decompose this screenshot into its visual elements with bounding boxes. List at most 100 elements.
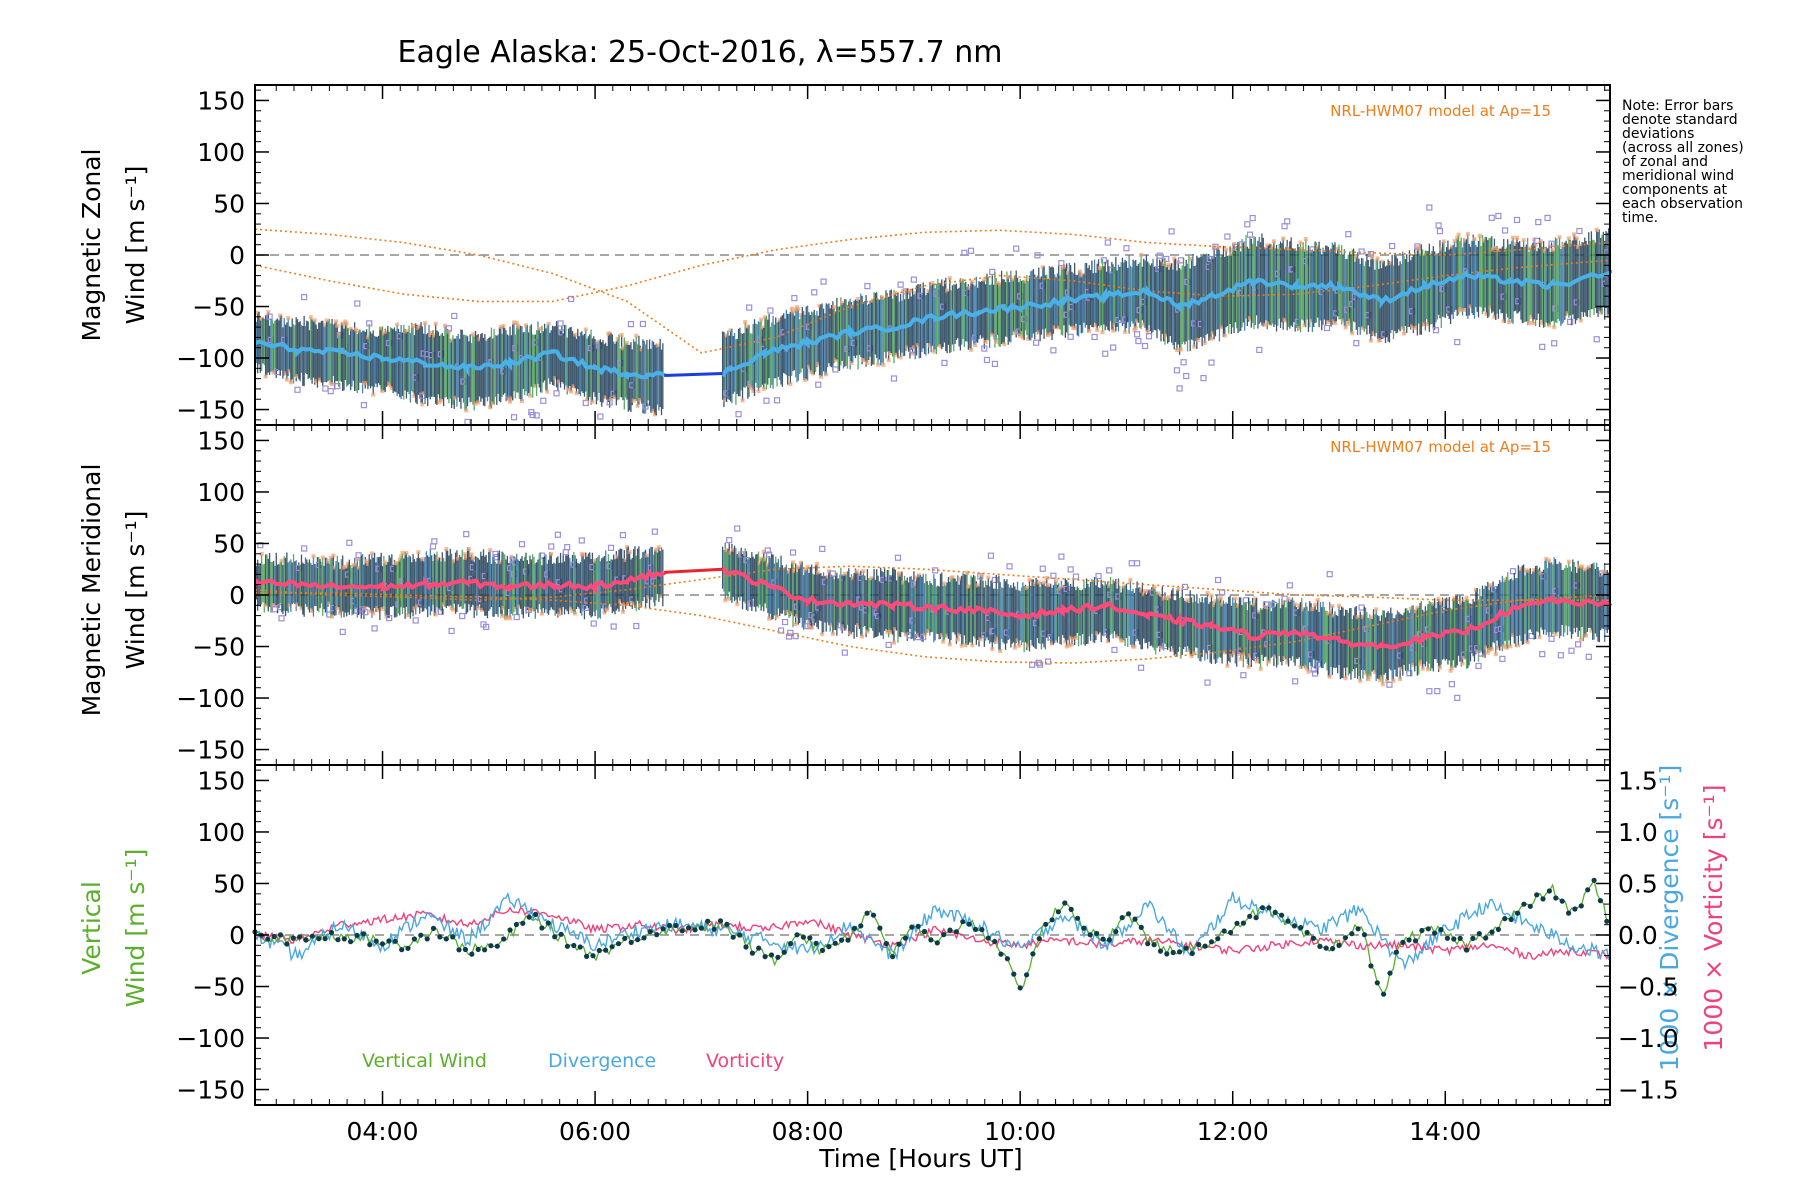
- band-marker: [805, 565, 810, 570]
- vertical-wind-point: [335, 937, 341, 943]
- band-marker: [886, 358, 891, 363]
- band-marker: [1218, 596, 1223, 601]
- vertical-wind-point: [1011, 971, 1017, 977]
- divergence-y2label: 1000 × Divergence [s⁻¹]: [1655, 765, 1684, 1072]
- band-marker: [284, 377, 289, 382]
- band-marker: [830, 631, 835, 636]
- band-marker: [1112, 323, 1117, 328]
- scatter-point: [538, 552, 546, 559]
- band-marker: [1402, 331, 1407, 336]
- vertical-wind-point: [647, 929, 653, 935]
- band-marker: [1213, 599, 1218, 604]
- vertical-wind-point: [953, 929, 960, 935]
- scatter-point: [747, 600, 754, 607]
- scatter-point: [1567, 318, 1574, 325]
- band-marker: [775, 614, 780, 619]
- vertical-wind-point: [921, 928, 928, 935]
- band-marker: [1501, 319, 1506, 324]
- band-marker: [761, 386, 766, 391]
- scatter-point: [1238, 241, 1246, 248]
- band-marker: [1258, 666, 1263, 671]
- band-marker: [512, 320, 517, 325]
- band-marker: [376, 608, 381, 613]
- y-tick-label: −100: [176, 344, 245, 373]
- band-marker: [1586, 565, 1591, 570]
- band-marker: [527, 393, 532, 398]
- vertical-wind-point: [303, 937, 309, 943]
- vertical-wind-point: [692, 927, 698, 933]
- vertical-wind-point: [870, 912, 877, 918]
- vertical-wind-point: [628, 939, 634, 946]
- vertical-wind-point: [399, 947, 405, 953]
- band-marker: [438, 398, 443, 403]
- band-marker: [990, 332, 995, 337]
- band-marker: [785, 609, 790, 614]
- band-marker: [1145, 589, 1150, 594]
- band-marker: [1464, 595, 1469, 600]
- scatter-point: [734, 525, 741, 532]
- model-curve: [254, 229, 1611, 303]
- vertical-wind-point: [864, 910, 870, 916]
- band-marker: [1360, 615, 1365, 620]
- band-marker: [1326, 611, 1331, 616]
- band-marker: [1297, 603, 1302, 608]
- band-marker: [624, 340, 629, 345]
- band-marker: [286, 315, 291, 320]
- vertical-wind-point: [297, 934, 303, 940]
- band-marker: [994, 639, 999, 644]
- band-marker: [549, 551, 554, 556]
- vertical-wind-point: [1151, 942, 1157, 948]
- band-marker: [994, 339, 999, 344]
- band-marker: [364, 559, 369, 564]
- band-marker: [1354, 254, 1359, 259]
- vertical-wind-point: [826, 944, 832, 950]
- band-marker: [914, 575, 919, 580]
- vertical-wind-point: [724, 921, 730, 927]
- scatter-point: [897, 281, 904, 288]
- vertical-wind-point: [494, 943, 500, 949]
- vertical-wind-point: [1585, 887, 1591, 893]
- band-marker: [1270, 245, 1275, 250]
- band-marker: [973, 343, 978, 348]
- vertical-wind-point: [1170, 949, 1176, 956]
- band-marker: [1176, 587, 1181, 592]
- band-marker: [816, 570, 821, 575]
- band-marker: [1282, 656, 1287, 661]
- scatter-point: [1292, 678, 1299, 685]
- band-marker: [1189, 256, 1194, 261]
- meridional-model-label: NRL-HWM07 model at Ap=15: [1330, 438, 1551, 456]
- scatter-point: [1163, 255, 1170, 263]
- band-marker: [571, 384, 576, 389]
- band-marker: [558, 607, 563, 612]
- vertical-wind-point: [1196, 941, 1202, 948]
- band-marker: [546, 321, 551, 326]
- scatter-point: [1200, 374, 1207, 382]
- vertical-wind-point: [558, 931, 564, 937]
- band-marker: [411, 323, 416, 328]
- scatter-point: [1432, 327, 1440, 334]
- band-marker: [1158, 645, 1163, 650]
- scatter-point: [1488, 214, 1495, 221]
- vertical-wind-point: [1202, 943, 1208, 949]
- band-marker: [1012, 645, 1017, 650]
- vertical-wind-point: [386, 938, 392, 944]
- band-marker: [405, 613, 410, 618]
- band-marker: [1426, 322, 1431, 327]
- vertical-wind-point: [373, 938, 379, 944]
- band-marker: [607, 331, 612, 336]
- vertical-wind-point: [1055, 909, 1061, 915]
- band-marker: [979, 573, 984, 578]
- y-tick-label: 50: [213, 529, 245, 558]
- band-marker: [1350, 331, 1355, 336]
- band-marker: [1299, 247, 1304, 252]
- vertical-wind-point: [1546, 888, 1552, 894]
- band-marker: [1331, 613, 1336, 618]
- band-marker: [1063, 639, 1068, 644]
- vertical-wind-point: [698, 925, 705, 931]
- band-marker: [1121, 584, 1126, 589]
- vertical-wind-point: [877, 925, 883, 931]
- band-marker: [970, 643, 975, 648]
- vertical-wind-point: [552, 934, 558, 940]
- band-marker: [384, 329, 389, 334]
- band-marker: [539, 611, 544, 616]
